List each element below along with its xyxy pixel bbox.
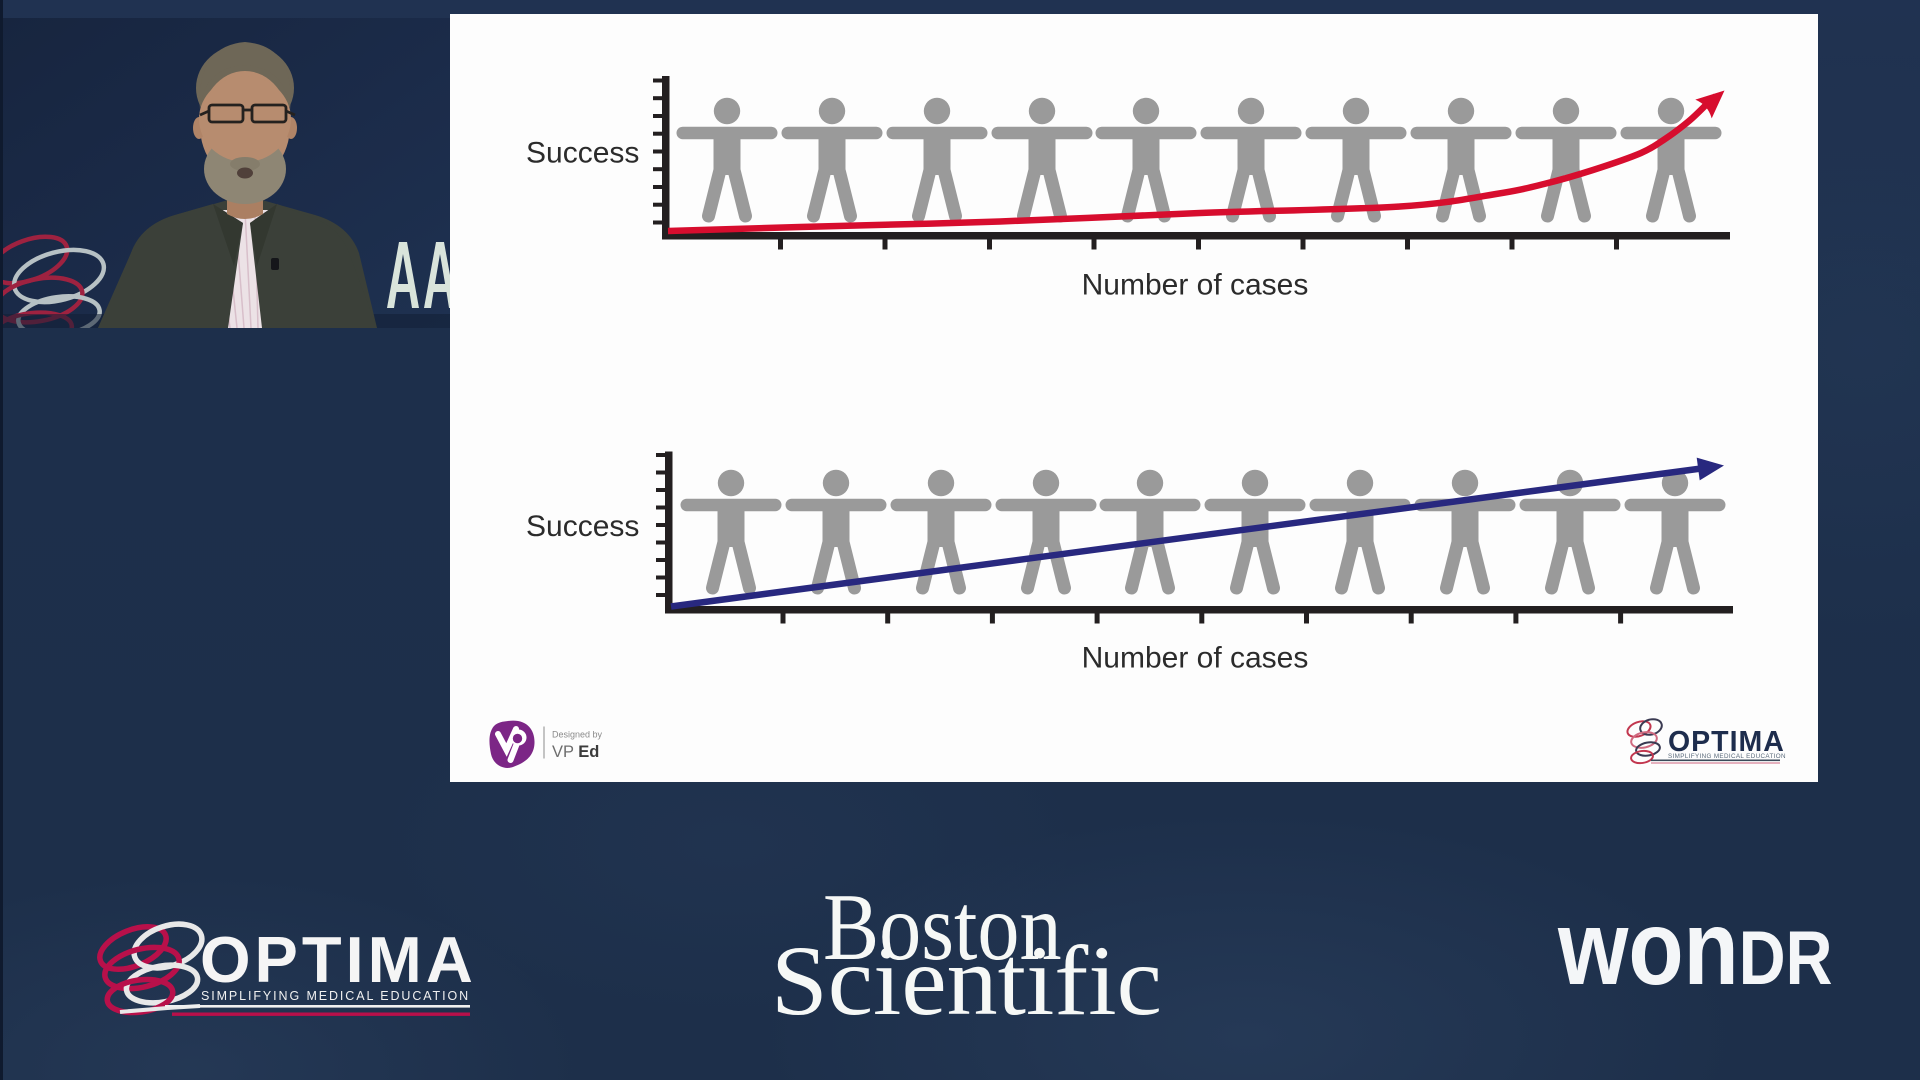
svg-text:SIMPLIFYING MEDICAL EDUCATION: SIMPLIFYING MEDICAL EDUCATION: [1668, 753, 1786, 760]
svg-text:Success: Success: [526, 510, 639, 543]
svg-text:Designed by: Designed by: [552, 730, 603, 740]
svg-text:SIMPLIFYING MEDICAL EDUCATION: SIMPLIFYING MEDICAL EDUCATION: [201, 989, 470, 1003]
svg-text:OPTIMA: OPTIMA: [200, 923, 477, 996]
svg-text:Number of cases: Number of cases: [1082, 269, 1309, 302]
svg-text:VP Ed: VP Ed: [552, 743, 599, 761]
svg-text:Number of cases: Number of cases: [1082, 642, 1309, 675]
svg-text:Success: Success: [526, 137, 639, 170]
svg-text:OPTIMA: OPTIMA: [1668, 726, 1785, 758]
